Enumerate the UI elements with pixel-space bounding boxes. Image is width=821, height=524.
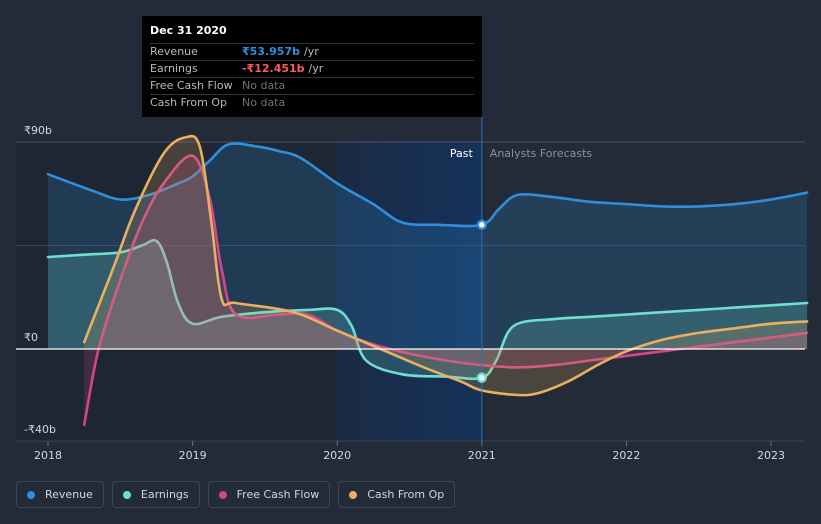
legend-label: Free Cash Flow: [236, 488, 320, 501]
recent-period-highlight: [337, 141, 482, 441]
tooltip-row-unit: /yr: [303, 45, 319, 58]
y-tick-label: -₹40b: [24, 423, 56, 436]
forecast-label: Analysts Forecasts: [490, 147, 593, 160]
y-tick-label: ₹0: [24, 331, 38, 344]
tooltip-row: Earnings -₹12.451b/yr: [150, 60, 474, 77]
y-tick-label: ₹90b: [24, 124, 52, 137]
cash-from-op-line: [82, 134, 809, 397]
x-tick-label: 2023: [757, 449, 785, 462]
legend-label: Cash From Op: [367, 488, 445, 501]
x-tick-label: 2019: [179, 449, 207, 462]
tooltip-row-label: Free Cash Flow: [150, 79, 233, 92]
past-label: Past: [450, 147, 474, 160]
tooltip-row-value: No data: [242, 96, 286, 109]
tooltip-row: Free Cash Flow No data: [150, 77, 474, 94]
legend-item-cash-from-op[interactable]: Cash From Op: [338, 481, 456, 508]
tooltip-row: Revenue ₹53.957b/yr: [150, 43, 474, 60]
tooltip: Dec 31 2020 Revenue ₹53.957b/yr Earnings -₹…: [142, 16, 482, 117]
cash-from-op-area: [84, 136, 808, 396]
legend-item-free-cash-flow[interactable]: Free Cash Flow: [207, 481, 331, 508]
x-tick-label: 2022: [612, 449, 640, 462]
tooltip-row: Cash From Op No data: [150, 94, 474, 111]
legend: Revenue Earnings Free Cash Flow Cash From O…: [16, 481, 456, 508]
tooltip-row-label: Revenue: [150, 45, 198, 58]
revenue-area: [48, 143, 808, 349]
legend-label: Revenue: [45, 488, 93, 501]
earnings-marker[interactable]: [476, 372, 487, 383]
revenue-line: [46, 142, 809, 228]
revenue-marker[interactable]: [476, 219, 487, 231]
tooltip-row-value: -₹12.451b: [242, 62, 305, 75]
tooltip-row-label: Cash From Op: [150, 96, 228, 109]
tooltip-row-value: No data: [242, 79, 286, 92]
tooltip-date: Dec 31 2020: [150, 24, 227, 37]
earnings-line: [46, 238, 809, 381]
legend-dot-icon: [122, 490, 131, 499]
x-tick-label: 2018: [34, 449, 62, 462]
legend-label: Earnings: [140, 488, 189, 501]
tooltip-row-unit: /yr: [308, 62, 324, 75]
x-tick-label: 2021: [468, 449, 496, 462]
legend-dot-icon: [218, 490, 227, 499]
x-tick-label: 2020: [323, 449, 351, 462]
tooltip-row-value: ₹53.957b: [242, 45, 300, 58]
legend-dot-icon: [27, 490, 35, 499]
legend-item-earnings[interactable]: Earnings: [111, 481, 200, 508]
legend-dot-icon: [349, 490, 358, 499]
tooltip-row-label: Earnings: [150, 62, 198, 75]
legend-item-revenue[interactable]: Revenue: [16, 481, 104, 508]
earnings-area: [48, 240, 808, 379]
past-background: [16, 141, 338, 441]
